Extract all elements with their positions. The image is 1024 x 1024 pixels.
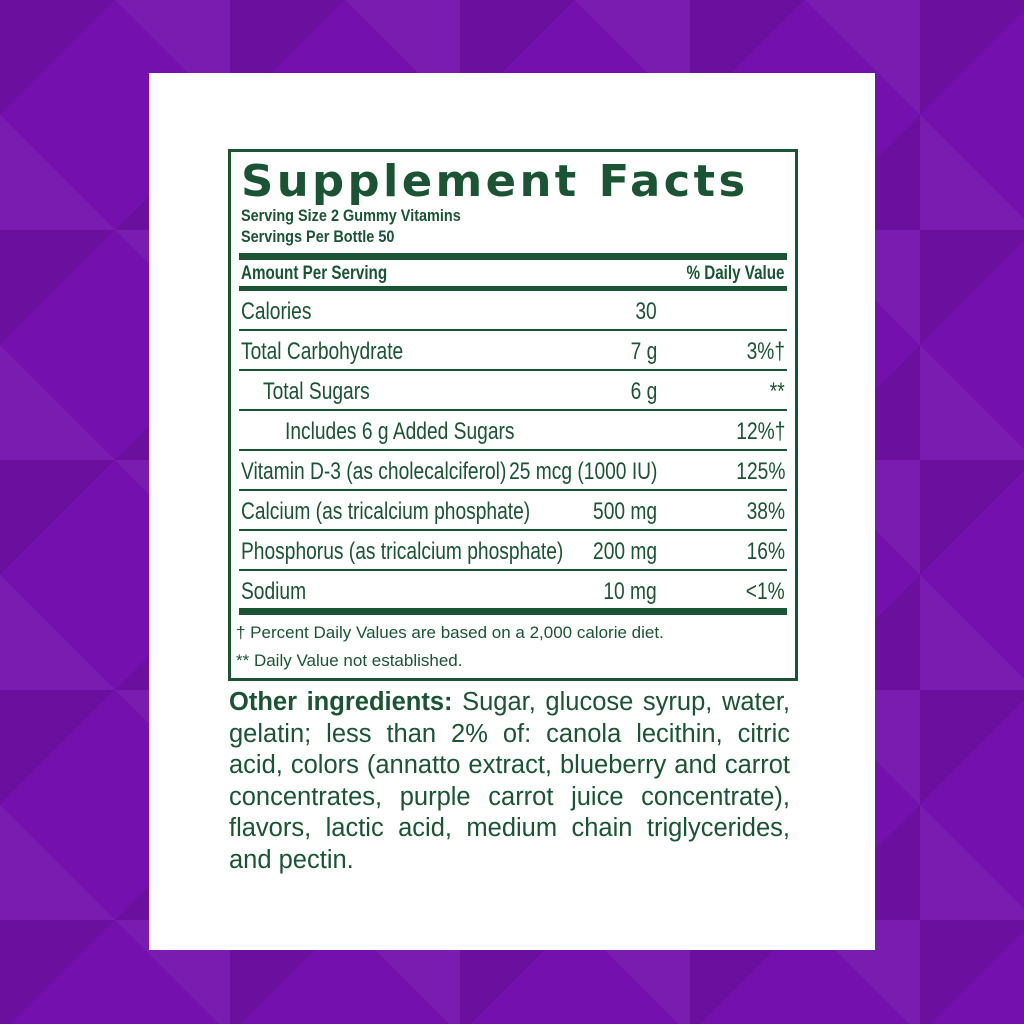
nutrient-dv: 125% xyxy=(735,458,785,485)
footnote-dv: † Percent Daily Values are based on a 2,… xyxy=(236,623,664,642)
nutrient-row: Total Sugars 6 g ** xyxy=(239,371,787,411)
nutrient-amount: 10 mg xyxy=(603,578,657,605)
nutrient-row: Vitamin D-3 (as cholecalciferol) 25 mcg (… xyxy=(239,451,787,491)
nutrient-dv: 16% xyxy=(746,538,785,565)
nutrient-row: Includes 6 g Added Sugars 12%† xyxy=(239,411,787,451)
nutrient-row: Calories 30 xyxy=(239,291,787,331)
divider-thick xyxy=(239,608,787,615)
nutrient-dv: ** xyxy=(770,378,785,405)
nutrient-name: Vitamin D-3 (as cholecalciferol) xyxy=(241,458,507,485)
divider-thick xyxy=(239,253,787,260)
nutrient-row: Sodium 10 mg <1% xyxy=(239,571,787,611)
nutrient-name: Includes 6 g Added Sugars xyxy=(285,418,515,445)
serving-size: Serving Size 2 Gummy Vitamins xyxy=(241,206,461,225)
other-ingredients: Other ingredients: Sugar, glucose syrup,… xyxy=(229,687,790,877)
ingredients-text: Sugar, glucose syrup, water, gelatin; le… xyxy=(229,688,790,874)
header-row: Amount Per Serving % Daily Value xyxy=(239,260,787,291)
nutrient-name: Total Sugars xyxy=(263,378,370,405)
nutrient-amount: 6 g xyxy=(630,378,657,405)
ingredients-label: Other ingredients: xyxy=(229,688,453,716)
nutrient-name: Calcium (as tricalcium phosphate) xyxy=(241,498,531,525)
nutrient-row: Total Carbohydrate 7 g 3%† xyxy=(239,331,787,371)
nutrient-name: Total Carbohydrate xyxy=(241,338,404,365)
footnote-not-established: ** Daily Value not established. xyxy=(236,651,463,670)
nutrient-amount: 200 mg xyxy=(592,538,657,565)
servings-per-container: Servings Per Bottle 50 xyxy=(241,227,395,246)
nutrient-amount: 25 mcg (1000 IU) xyxy=(508,458,657,485)
amount-header: Amount Per Serving xyxy=(241,263,388,284)
nutrient-dv: 12%† xyxy=(735,418,785,445)
nutrient-amount: 500 mg xyxy=(592,498,657,525)
nutrient-name: Calories xyxy=(241,298,312,325)
nutrient-name: Sodium xyxy=(241,578,307,605)
label-card xyxy=(149,73,875,950)
nutrient-row: Phosphorus (as tricalcium phosphate) 200 … xyxy=(239,531,787,571)
nutrient-dv: <1% xyxy=(746,578,785,605)
nutrient-dv: 38% xyxy=(746,498,785,525)
supplement-facts-panel: Supplement Facts Serving Size 2 Gummy Vi… xyxy=(228,149,798,681)
nutrient-dv: 3%† xyxy=(746,338,785,365)
dv-header: % Daily Value xyxy=(686,263,785,284)
panel-title: Supplement Facts xyxy=(241,156,749,207)
nutrient-amount: 30 xyxy=(635,298,657,325)
nutrient-name: Phosphorus (as tricalcium phosphate) xyxy=(241,538,564,565)
nutrient-row: Calcium (as tricalcium phosphate) 500 mg 3… xyxy=(239,491,787,531)
nutrient-amount: 7 g xyxy=(630,338,657,365)
